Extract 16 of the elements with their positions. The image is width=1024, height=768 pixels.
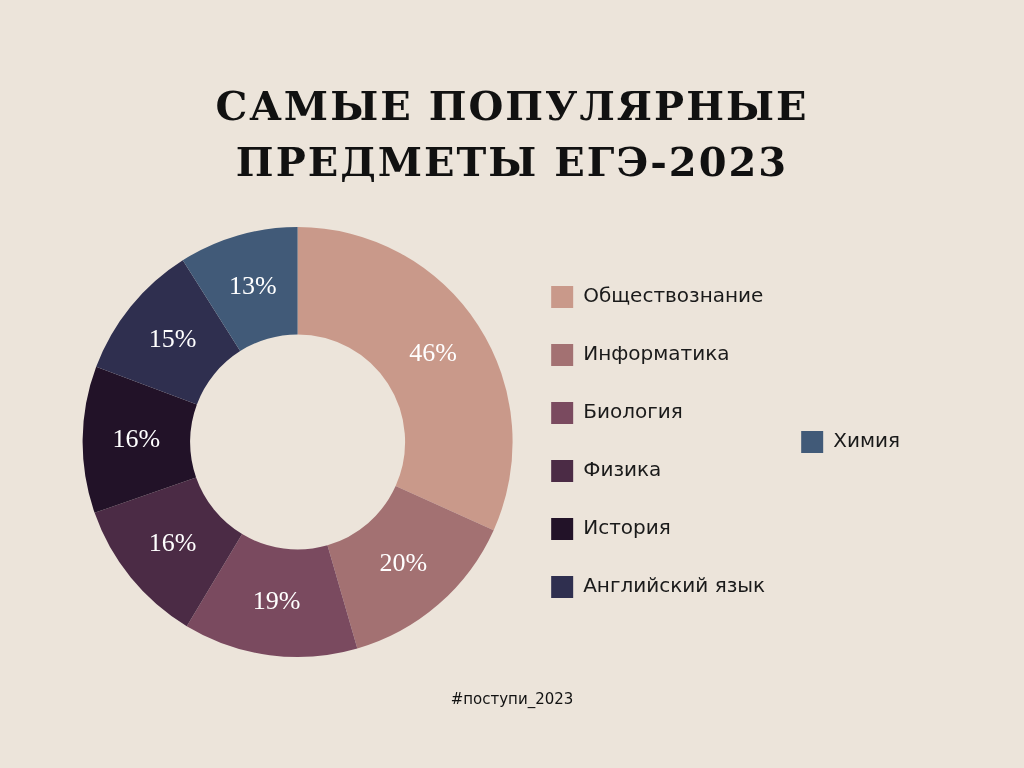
chart-title: САМЫЕ ПОПУЛЯРНЫЕ ПРЕДМЕТЫ ЕГЭ-2023	[214, 81, 810, 187]
data-label: 16%	[112, 424, 161, 454]
legend-label: Обществознание	[583, 283, 764, 308]
data-label: 19%	[252, 585, 301, 615]
data-label: 15%	[148, 324, 197, 354]
legend-label: Химия	[833, 428, 901, 453]
legend-label: Биология	[583, 399, 683, 424]
data-label: 46%	[409, 338, 457, 368]
data-label: 20%	[379, 547, 428, 577]
legend-label: Информатика	[583, 341, 730, 366]
legend-label: История	[583, 515, 671, 540]
data-label: 16%	[148, 527, 197, 557]
legend-label: Физика	[583, 457, 662, 482]
data-label: 13%	[228, 270, 277, 300]
text: #поступи_2023	[449, 690, 575, 708]
legend-label: Английский язык	[583, 573, 766, 598]
